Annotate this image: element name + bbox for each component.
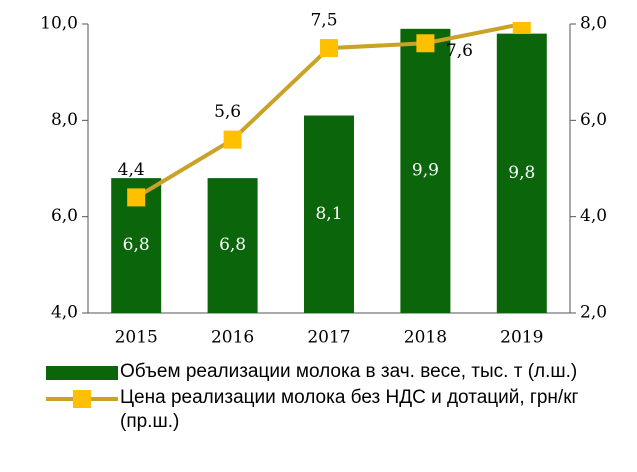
legend-entry: Цена реализации молока без НДС и дотаций… xyxy=(40,386,630,434)
point-label: 7,6 xyxy=(446,41,473,61)
legend: Объем реализации молока в зач. весе, тыс… xyxy=(40,360,630,436)
y-tick-label: 6,0 xyxy=(51,206,78,226)
x-tick-label: 2017 xyxy=(307,328,350,348)
bar-label: 8,1 xyxy=(315,204,342,224)
y2-tick-label: 8,0 xyxy=(580,14,607,34)
bar-label: 6,8 xyxy=(219,235,246,255)
bar xyxy=(400,28,451,314)
legend-label: Объем реализации молока в зач. весе, тыс… xyxy=(120,361,578,382)
y2-tick-label: 2,0 xyxy=(580,303,607,323)
x-tick-label: 2015 xyxy=(115,328,158,348)
plot-area xyxy=(111,22,547,314)
legend-label: Цена реализации молока без НДС и дотаций… xyxy=(120,387,579,432)
bar xyxy=(304,115,354,314)
y-tick-label: 4,0 xyxy=(51,303,78,323)
marker xyxy=(223,130,242,149)
bar-label: 9,9 xyxy=(412,160,439,180)
marker xyxy=(320,39,338,58)
x-tick-label: 2018 xyxy=(404,328,447,348)
y2-tick-label: 4,0 xyxy=(580,206,607,226)
x-tick-label: 2016 xyxy=(211,328,254,348)
legend-swatch xyxy=(46,390,118,408)
bar xyxy=(207,178,258,313)
point-label: 5,6 xyxy=(214,102,241,122)
bar-label: 6,8 xyxy=(123,235,150,255)
legend-swatch xyxy=(46,366,118,380)
chart: 4,0 6,0 8,0 10,0 2,0 4,0 6,0 8,0 2015 2016 2017 201… xyxy=(40,11,607,348)
marker xyxy=(512,22,531,33)
bar-label: 9,8 xyxy=(508,163,535,183)
y2-tick-label: 6,0 xyxy=(580,110,607,130)
point-label: 7,5 xyxy=(310,11,337,31)
y-tick-label: 8,0 xyxy=(51,110,78,130)
marker xyxy=(416,34,435,53)
marker xyxy=(127,188,146,207)
point-label: 4,4 xyxy=(118,160,145,180)
legend-marker xyxy=(73,390,91,408)
bar xyxy=(496,33,547,314)
legend-entry: Объем реализации молока в зач. весе, тыс… xyxy=(40,360,630,384)
x-tick-label: 2019 xyxy=(500,328,543,348)
y-tick-label: 10,0 xyxy=(40,14,78,34)
